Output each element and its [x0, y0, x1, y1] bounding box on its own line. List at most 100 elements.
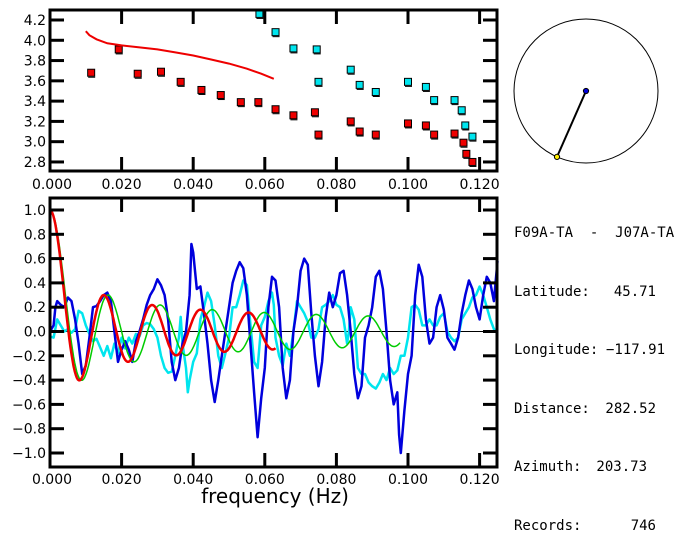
top-x-tick-label: 0.020: [102, 177, 142, 193]
red-point: [450, 129, 459, 138]
bottom-y-tick-label: −0.4: [12, 373, 46, 389]
red-point: [289, 111, 298, 120]
cyan-point: [271, 28, 280, 37]
cyan-point: [404, 77, 412, 86]
latitude-value: 45.71: [613, 283, 656, 300]
edge-station-marker: [553, 153, 561, 160]
x-axis-title: frequency (Hz): [201, 484, 349, 508]
bottom-panel: 0.000 0.020 0.040 0.060 0.080 0.100 0.120 1.0 0.…: [12, 196, 500, 508]
red-point: [314, 130, 323, 139]
top-y-tick-label: 3.2: [24, 114, 46, 130]
red-point: [156, 67, 165, 76]
bottom-y-tick-label: −0.2: [12, 349, 46, 365]
red-point: [430, 130, 439, 139]
bottom-y-tick-label: 0.6: [24, 252, 46, 268]
bottom-x-tick-label: 0.040: [173, 472, 213, 488]
red-point: [404, 119, 412, 128]
top-x-tick-label: 0.120: [460, 177, 500, 193]
longitude-row: Longitude: −117.91: [514, 341, 674, 361]
figure: 0.000 0.020 0.040 0.060 0.080 0.100 0.120 2.8 3.…: [12, 8, 659, 508]
bottom-x-tick-label: 0.120: [460, 472, 500, 488]
top-y-tick-label: 3.6: [24, 74, 46, 90]
records-label: Records:: [514, 517, 582, 534]
bottom-y-tick-label: 0.4: [24, 276, 46, 292]
longitude-label: Longitude:: [514, 342, 599, 358]
cyan-point: [355, 80, 364, 89]
bottom-x-tick-label: 0.020: [102, 472, 142, 488]
red-point: [355, 127, 364, 136]
top-plot-marks: [85, 9, 477, 167]
bottom-x-tick-label: 0.080: [316, 472, 356, 488]
cyan-point: [457, 106, 466, 115]
top-x-tick-label: 0.060: [245, 177, 285, 193]
red-point: [421, 121, 430, 130]
red-point: [346, 117, 355, 126]
map-circle: [513, 18, 659, 164]
top-x-tick-label: 0.000: [32, 177, 72, 193]
bottom-x-tick-label: 0.000: [32, 472, 72, 488]
bottom-x-tick-label: 0.100: [388, 472, 428, 488]
station-path-line: [556, 90, 587, 158]
red-point: [197, 85, 206, 94]
distance-label: Distance:: [514, 400, 590, 417]
red-point: [216, 91, 225, 100]
station-pair: F09A-TA - J07A-TA: [514, 225, 675, 241]
azimuth-row: Azimuth: 203.73: [514, 458, 674, 478]
bottom-y-tick-label: 0.8: [24, 227, 46, 243]
latitude-row: Latitude: 45.71: [514, 283, 674, 303]
top-y-tick-label: 2.8: [24, 155, 46, 171]
top-panel: 0.000 0.020 0.040 0.060 0.080 0.100 0.120 2.8 3.…: [24, 8, 500, 193]
bottom-y-tick-label: 1.0: [24, 203, 46, 219]
red-point: [310, 108, 319, 117]
red-model: [49, 208, 277, 382]
top-x-tick-label: 0.100: [388, 177, 428, 193]
cyan-point: [371, 87, 380, 96]
distance-row: Distance: 282.52: [514, 400, 674, 420]
bottom-y-tick-label: 0.0: [24, 325, 46, 341]
center-station-marker: [582, 87, 590, 95]
red-point: [468, 157, 477, 166]
red-point: [114, 45, 123, 54]
red-point: [462, 149, 471, 158]
red-point: [87, 68, 96, 77]
records-row: Records: 746: [514, 517, 674, 537]
top-y-tick-label: 4.0: [24, 33, 46, 49]
red-point: [236, 98, 245, 107]
bottom-plot-marks: [48, 208, 499, 455]
bottom-y-tick-label: −1.0: [12, 446, 46, 462]
cyan-point: [461, 121, 470, 130]
cyan-point: [346, 65, 355, 74]
bottom-x-tick-label: 0.060: [245, 472, 285, 488]
top-y-tick-label: 3.0: [24, 135, 46, 151]
top-x-tick-label: 0.040: [173, 177, 213, 193]
records-value: 746: [630, 517, 656, 534]
top-y-tick-label: 3.4: [24, 94, 46, 110]
top-axis-ticks: 0.000 0.020 0.040 0.060 0.080 0.100 0.120 2.8 3.…: [24, 10, 500, 193]
green-model: [49, 209, 401, 382]
cyan-point: [421, 82, 430, 91]
red-point: [371, 130, 380, 139]
latitude-label: Latitude:: [514, 283, 590, 300]
top-y-tick-label: 3.8: [24, 54, 46, 70]
cyan-point: [289, 44, 298, 53]
top-plot-frame: [48, 8, 499, 173]
cyan-point: [314, 77, 323, 86]
longitude-value: −117.91: [606, 342, 666, 358]
azimuth-value: 203.73: [596, 459, 647, 475]
bottom-y-tick-label: −0.6: [12, 397, 46, 413]
red-point: [176, 77, 185, 86]
red-point: [271, 105, 280, 114]
distance-value: 282.52: [605, 400, 656, 417]
red-point: [254, 98, 263, 107]
top-y-tick-label: 4.2: [24, 13, 46, 29]
cyan-point: [312, 45, 321, 54]
red-curve: [85, 30, 275, 80]
cyan-point: [468, 132, 477, 141]
top-x-tick-label: 0.080: [316, 177, 356, 193]
bottom-axis-ticks: 0.000 0.020 0.040 0.060 0.080 0.100 0.120 1.0 0.…: [12, 198, 500, 488]
cyan-point: [430, 96, 439, 105]
red-point: [459, 138, 468, 147]
station-info-panel: F09A-TA - J07A-TA Latitude: 45.71 Longit…: [514, 185, 674, 556]
station-map: [513, 18, 659, 164]
bottom-y-tick-label: −0.8: [12, 422, 46, 438]
